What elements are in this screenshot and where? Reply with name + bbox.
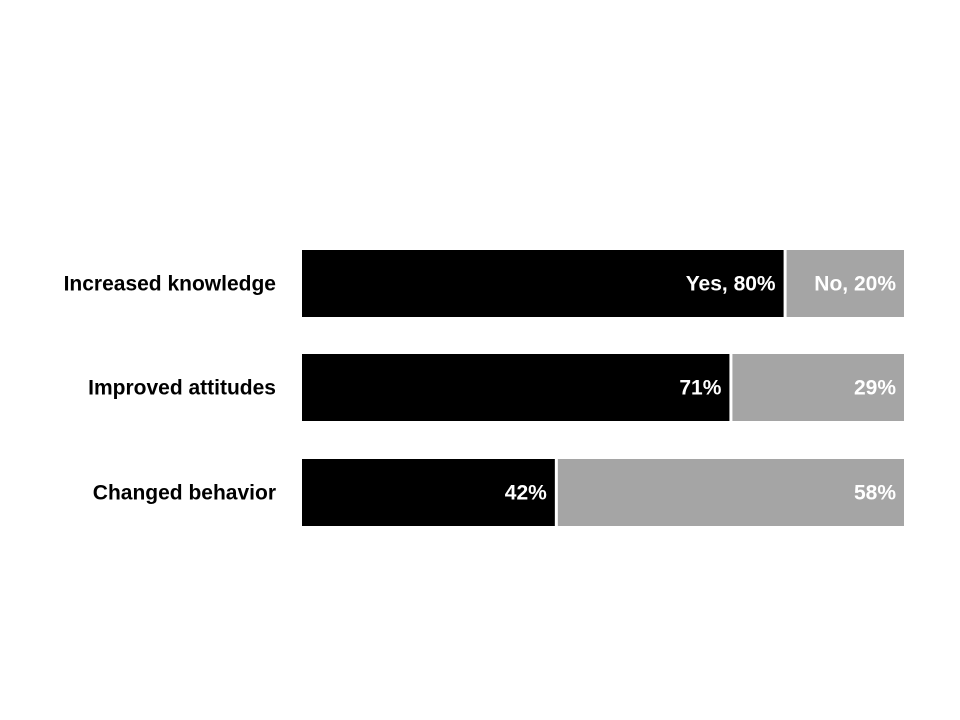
category-label: Increased knowledge (64, 273, 276, 296)
category-label: Improved attitudes (88, 377, 276, 400)
bar-segment-yes (302, 250, 784, 317)
bar-segment-no (557, 459, 904, 526)
category-label: Changed behavior (93, 482, 276, 505)
bar-segment-no (786, 250, 904, 317)
bar-segment-yes (302, 459, 555, 526)
bar-segment-yes (302, 354, 730, 421)
data-label: 71% (679, 377, 721, 400)
bar-segment-no (732, 354, 904, 421)
data-label: 42% (505, 482, 547, 505)
data-label: No, 20% (814, 273, 896, 296)
data-label: Yes, 80% (686, 273, 776, 296)
data-label: 58% (854, 482, 896, 505)
data-label: 29% (854, 377, 896, 400)
